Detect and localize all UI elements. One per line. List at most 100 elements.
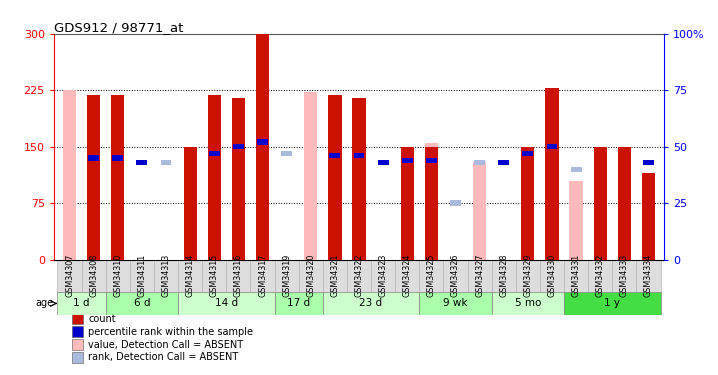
Text: GSM34333: GSM34333 <box>620 254 629 297</box>
Text: GSM34310: GSM34310 <box>113 254 122 297</box>
Bar <box>184 147 197 260</box>
Bar <box>636 260 661 292</box>
Bar <box>178 292 274 315</box>
Text: 6 d: 6 d <box>134 298 150 309</box>
Bar <box>492 260 516 292</box>
Bar <box>130 260 154 292</box>
Bar <box>202 260 226 292</box>
Text: age: age <box>35 298 53 309</box>
Bar <box>546 88 559 260</box>
Bar <box>498 160 509 165</box>
Text: GSM34314: GSM34314 <box>186 254 195 297</box>
Bar <box>419 292 492 315</box>
Text: GSM34323: GSM34323 <box>378 254 388 297</box>
Text: percentile rank within the sample: percentile rank within the sample <box>88 327 253 337</box>
Bar <box>57 260 82 292</box>
Text: GSM34326: GSM34326 <box>451 254 460 297</box>
Bar <box>588 260 612 292</box>
Bar <box>256 34 269 260</box>
Bar <box>106 292 178 315</box>
Text: 5 mo: 5 mo <box>515 298 541 309</box>
Bar <box>450 201 461 206</box>
Bar <box>323 260 347 292</box>
Text: GSM34328: GSM34328 <box>499 254 508 297</box>
Bar <box>57 292 106 315</box>
Bar <box>395 260 419 292</box>
Bar <box>419 260 444 292</box>
Bar <box>521 147 534 260</box>
Bar <box>467 260 492 292</box>
Text: GSM34327: GSM34327 <box>475 254 484 297</box>
Bar <box>323 292 419 315</box>
Bar <box>161 160 172 165</box>
Bar <box>88 155 99 160</box>
Text: 1 y: 1 y <box>605 298 620 309</box>
Text: GSM34325: GSM34325 <box>427 254 436 297</box>
Text: GSM34316: GSM34316 <box>234 254 243 297</box>
Text: count: count <box>88 314 116 324</box>
Text: GSM34311: GSM34311 <box>137 254 146 297</box>
Bar <box>474 160 485 165</box>
Bar <box>425 143 438 260</box>
Bar <box>106 260 130 292</box>
Bar <box>112 155 123 160</box>
Bar <box>209 151 220 156</box>
Bar <box>72 339 83 350</box>
Bar <box>82 260 106 292</box>
Text: GSM34324: GSM34324 <box>403 254 411 297</box>
Text: GSM34315: GSM34315 <box>210 254 219 297</box>
Bar <box>546 144 557 149</box>
Bar <box>251 260 274 292</box>
Text: GSM34308: GSM34308 <box>89 254 98 297</box>
Bar <box>612 260 636 292</box>
Text: GSM34307: GSM34307 <box>65 254 74 297</box>
Bar <box>328 96 342 260</box>
Bar <box>208 96 221 260</box>
Bar <box>643 160 654 165</box>
Bar <box>569 180 583 260</box>
Bar <box>378 160 388 165</box>
Bar <box>232 98 245 260</box>
Bar <box>492 292 564 315</box>
Text: 23 d: 23 d <box>360 298 383 309</box>
Bar <box>594 147 607 260</box>
Bar <box>353 153 365 158</box>
Bar <box>473 162 486 260</box>
Text: GSM34320: GSM34320 <box>307 254 315 297</box>
Text: GSM34321: GSM34321 <box>330 254 340 297</box>
Bar <box>72 313 83 324</box>
Bar <box>274 292 323 315</box>
Text: 14 d: 14 d <box>215 298 238 309</box>
Text: 17 d: 17 d <box>287 298 310 309</box>
Bar <box>571 166 582 172</box>
Text: GSM34334: GSM34334 <box>644 254 653 297</box>
Bar <box>154 260 178 292</box>
Text: GDS912 / 98771_at: GDS912 / 98771_at <box>54 21 183 34</box>
Text: GSM34313: GSM34313 <box>162 254 170 297</box>
Bar <box>642 173 655 260</box>
Bar <box>257 140 268 145</box>
Text: GSM34322: GSM34322 <box>355 254 363 297</box>
Text: 9 wk: 9 wk <box>443 298 467 309</box>
Bar <box>281 151 292 156</box>
Bar <box>136 160 147 165</box>
Bar <box>72 352 83 363</box>
Bar <box>347 260 371 292</box>
Bar <box>353 98 365 260</box>
Bar <box>617 147 631 260</box>
Text: GSM34331: GSM34331 <box>572 254 581 297</box>
Bar <box>111 96 124 260</box>
Bar <box>233 144 244 149</box>
Bar <box>371 260 395 292</box>
Bar <box>63 90 76 260</box>
Bar <box>72 326 83 337</box>
Text: GSM34317: GSM34317 <box>258 254 267 297</box>
Text: value, Detection Call = ABSENT: value, Detection Call = ABSENT <box>88 340 243 350</box>
Bar <box>330 153 340 158</box>
Bar <box>425 147 438 260</box>
Bar <box>540 260 564 292</box>
Text: 1 d: 1 d <box>73 298 90 309</box>
Text: GSM34319: GSM34319 <box>282 254 291 297</box>
Text: GSM34330: GSM34330 <box>548 254 556 297</box>
Bar <box>444 260 467 292</box>
